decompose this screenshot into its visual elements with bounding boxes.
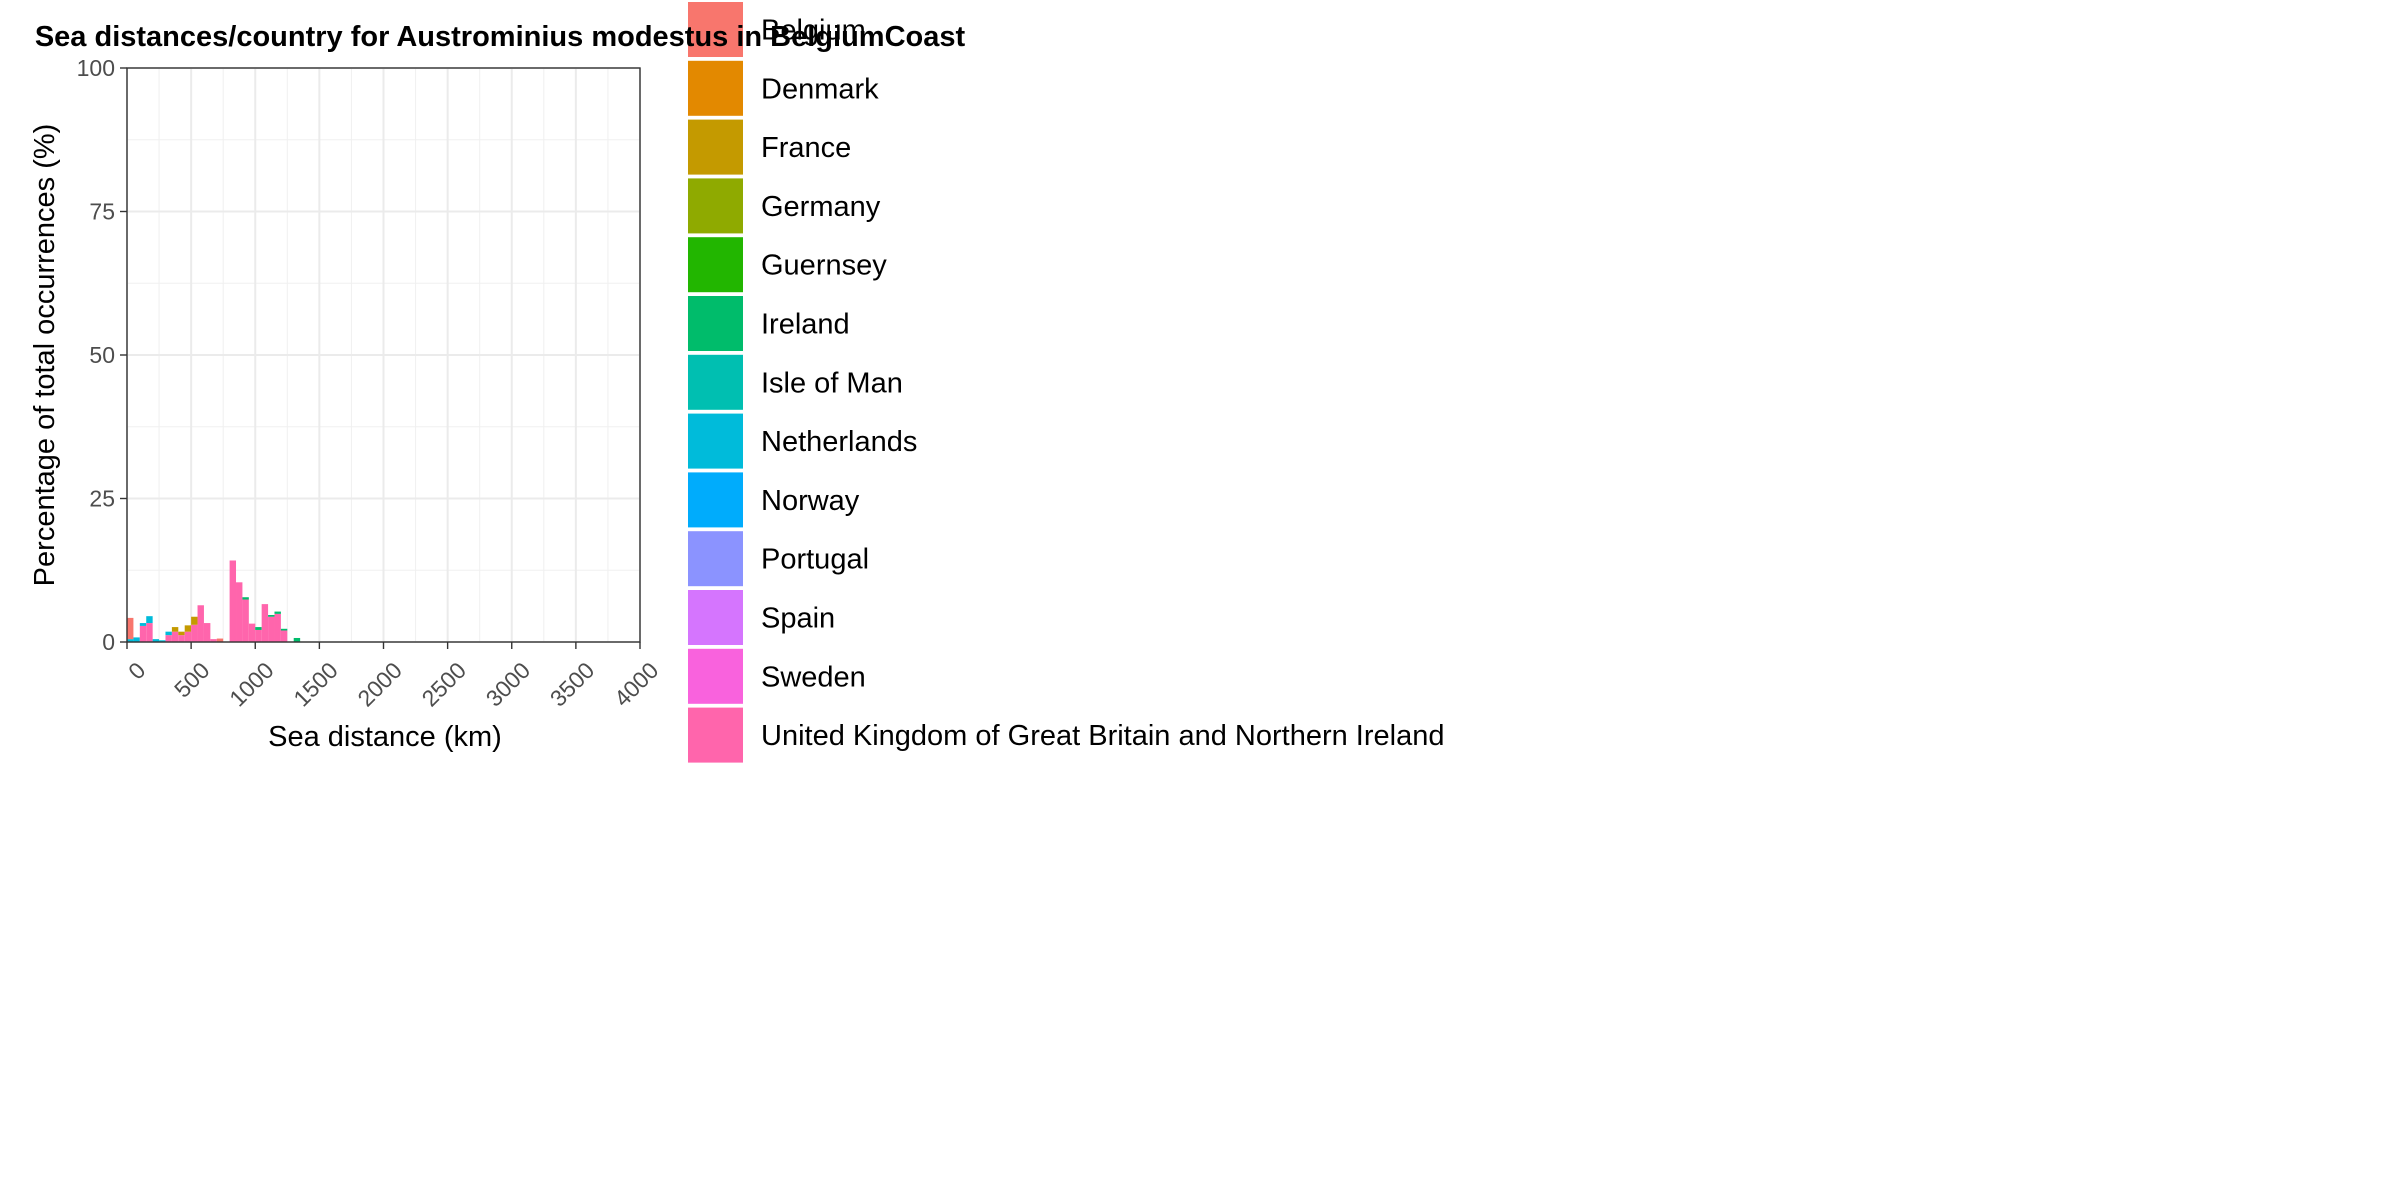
bar-segment bbox=[159, 640, 166, 642]
bar-segment bbox=[216, 638, 224, 642]
bar-segment bbox=[293, 637, 301, 642]
x-tick-label: 0 bbox=[123, 657, 150, 684]
chart: 0 25 50 75 100 0 500 1000 1500 2000 2500 3000 3500 4… bbox=[29, 2, 1444, 763]
bar-segment bbox=[178, 635, 185, 642]
bar-segment bbox=[280, 628, 288, 631]
bar-segment bbox=[178, 631, 185, 636]
legend-label: Isle of Man bbox=[761, 367, 903, 399]
legend-label: Netherlands bbox=[761, 426, 917, 458]
bar-segment bbox=[191, 616, 198, 625]
bar-segment bbox=[139, 625, 147, 642]
chart-title: Sea distances/country for Austrominius m… bbox=[35, 21, 966, 53]
x-tick-label: 3500 bbox=[545, 657, 600, 712]
bar-segment bbox=[261, 604, 269, 642]
bar-segment bbox=[274, 611, 281, 614]
bar-segment bbox=[255, 627, 262, 630]
legend-key bbox=[688, 590, 743, 645]
legend-label: Portugal bbox=[761, 544, 869, 576]
y-axis: 0 25 50 75 100 bbox=[77, 55, 127, 655]
bar-segment bbox=[229, 560, 237, 642]
bar-segment bbox=[242, 599, 249, 642]
legend-key bbox=[688, 648, 743, 704]
x-axis-title: Sea distance (km) bbox=[268, 721, 502, 753]
bar-segment bbox=[146, 616, 153, 624]
legend-label: Denmark bbox=[761, 73, 879, 105]
bar-segment bbox=[146, 623, 153, 642]
y-tick-label: 100 bbox=[77, 55, 115, 81]
y-tick-label: 0 bbox=[102, 629, 115, 655]
x-axis: 0 500 1000 1500 2000 2500 3000 3500 4000 bbox=[123, 642, 663, 712]
y-tick-label: 50 bbox=[89, 342, 115, 368]
legend-key bbox=[688, 119, 743, 175]
legend-key bbox=[688, 237, 743, 293]
bar-segment bbox=[165, 635, 172, 642]
grid bbox=[126, 67, 641, 643]
bar-segment bbox=[268, 616, 275, 642]
x-tick-label: 4000 bbox=[609, 657, 664, 712]
y-tick-label: 75 bbox=[89, 199, 115, 225]
bar-segment bbox=[184, 631, 192, 642]
bar-segment bbox=[248, 623, 256, 642]
legend: Belgium Denmark France Germany Guernsey Irela… bbox=[688, 2, 1444, 763]
legend-key bbox=[688, 296, 743, 351]
legend-key bbox=[688, 2, 743, 57]
x-tick-label: 3000 bbox=[481, 657, 536, 712]
bar-segment bbox=[139, 623, 147, 626]
legend-key bbox=[688, 60, 743, 116]
x-tick-label: 500 bbox=[169, 657, 215, 703]
bar-segment bbox=[152, 639, 160, 642]
bar-segment bbox=[127, 617, 134, 640]
legend-key bbox=[688, 413, 743, 469]
bar-segment bbox=[127, 639, 134, 642]
legend-key bbox=[688, 178, 743, 234]
bar-segment bbox=[191, 624, 198, 642]
bar-segment bbox=[133, 637, 140, 642]
legend-key bbox=[688, 472, 743, 528]
legend-key bbox=[688, 531, 743, 587]
legend-label: Norway bbox=[761, 485, 860, 517]
legend-label: Sweden bbox=[761, 661, 866, 693]
bar-segment bbox=[184, 625, 192, 632]
bar-segment bbox=[203, 623, 211, 642]
bar-segment bbox=[210, 639, 217, 642]
legend-label: Belgium bbox=[761, 15, 866, 47]
bar-segment bbox=[280, 630, 288, 642]
legend-key bbox=[688, 354, 743, 410]
bar-segment bbox=[171, 631, 179, 642]
bar-segment bbox=[197, 605, 204, 642]
bar-segment bbox=[255, 629, 262, 642]
bar-segment bbox=[274, 613, 281, 642]
x-tick-label: 1500 bbox=[288, 657, 343, 712]
legend-label: Guernsey bbox=[761, 250, 887, 282]
y-tick-label: 25 bbox=[89, 486, 115, 512]
bars bbox=[127, 560, 301, 642]
legend-label: Ireland bbox=[761, 309, 850, 341]
bar-segment bbox=[268, 615, 275, 617]
x-tick-label: 1000 bbox=[224, 657, 279, 712]
y-axis-title: Percentage of total occurrences (%) bbox=[29, 124, 61, 587]
legend-label: France bbox=[761, 132, 851, 164]
bar-segment bbox=[242, 597, 249, 600]
legend-label: Germany bbox=[761, 191, 881, 223]
bar-segment bbox=[171, 627, 179, 632]
legend-label: United Kingdom of Great Britain and Nort… bbox=[761, 720, 1444, 752]
x-tick-label: 2500 bbox=[416, 657, 471, 712]
x-tick-label: 2000 bbox=[352, 657, 407, 712]
legend-label: Spain bbox=[761, 603, 835, 635]
bar-segment bbox=[165, 631, 172, 636]
bar-segment bbox=[236, 582, 243, 642]
legend-key bbox=[688, 707, 743, 763]
